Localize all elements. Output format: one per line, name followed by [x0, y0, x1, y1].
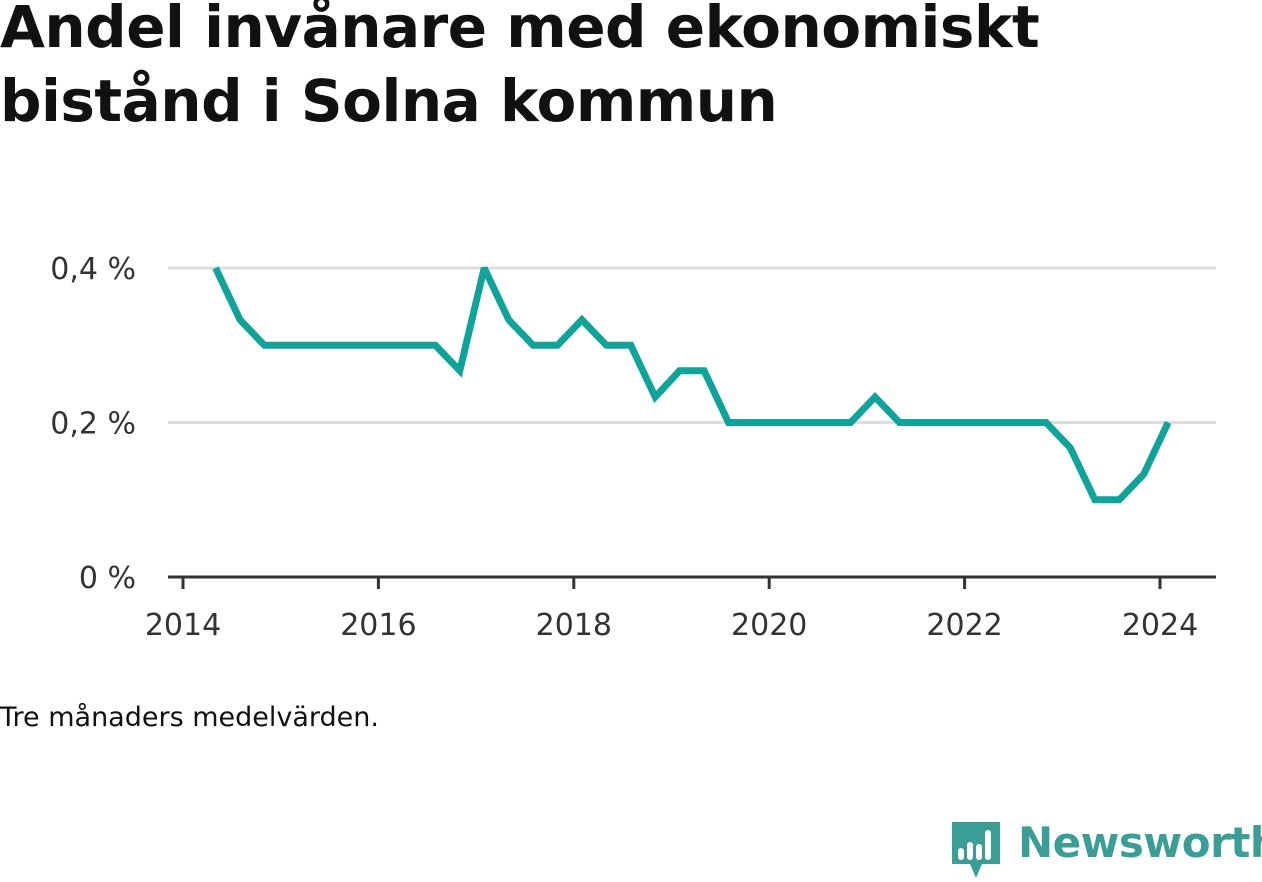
x-tick-label: 2018: [536, 608, 612, 643]
series-line: [216, 268, 1169, 500]
x-tick-label: 2024: [1122, 608, 1198, 643]
y-tick-label: 0,2 %: [50, 407, 136, 442]
y-tick-label: 0,4 %: [50, 252, 136, 287]
newsworthy-logo-icon: [950, 820, 1002, 882]
x-tick-label: 2016: [340, 608, 416, 643]
y-axis-labels: 0 % 0,2 % 0,4 %: [50, 252, 136, 596]
series-layer: [216, 268, 1169, 500]
x-tick-label: 2022: [926, 608, 1002, 643]
y-tick-label: 0 %: [79, 561, 136, 596]
x-tick-label: 2014: [145, 608, 221, 643]
chart-note: Tre månaders medelvärden.: [0, 702, 379, 733]
x-tick-label: 2020: [731, 608, 807, 643]
line-chart: 2014 2016 2018 2020 2022 2024 0 % 0,2 % 0,4 %: [0, 0, 1262, 700]
newsworthy-logo-text: Newsworthy: [1018, 818, 1262, 867]
x-axis: 2014 2016 2018 2020 2022 2024: [145, 577, 1216, 643]
